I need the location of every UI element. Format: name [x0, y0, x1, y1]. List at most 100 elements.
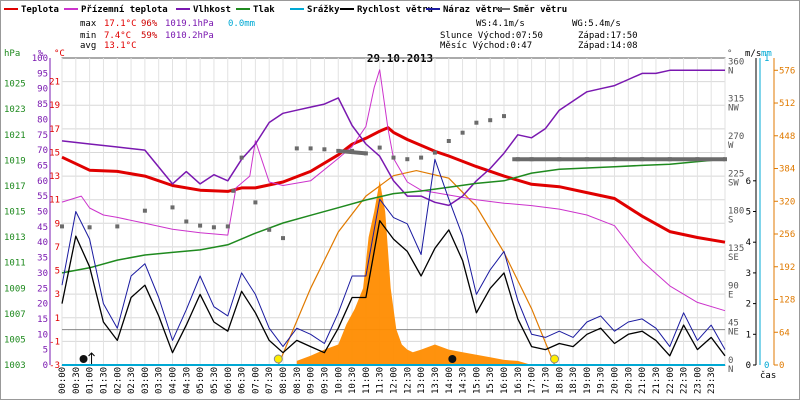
rain-tick: 0 [764, 361, 769, 371]
wind-direction-point [294, 146, 299, 151]
wind-tick: 5 [746, 208, 751, 218]
stats-avg-temp: 13.1°C [104, 41, 137, 51]
axes: hPa1003100510071009101110131015101710191… [4, 49, 795, 375]
pressure-tick: 1013 [4, 233, 26, 243]
temperature-tick: 19 [49, 101, 60, 111]
solar-tick: 320 [779, 197, 795, 207]
wind-direction-point [391, 155, 396, 160]
rain-unit: mm [761, 49, 772, 59]
x-tick-label: 13:00 [417, 367, 427, 394]
pressure-tick: 1003 [4, 361, 26, 371]
temperature-tick: 21 [49, 78, 60, 88]
pressure-tick: 1015 [4, 208, 26, 218]
x-tick-label: 20:30 [624, 367, 634, 394]
legend-label: Vlhkost [193, 5, 231, 15]
wind-direction-point [377, 145, 382, 150]
x-tick-label: 07:30 [265, 367, 275, 394]
x-tick-label: 20:00 [611, 367, 621, 394]
x-tick-label: 22:30 [680, 367, 690, 394]
series-n-raz-v-tru-line [61, 158, 726, 350]
x-tick-label: 01:00 [86, 367, 96, 394]
x-tick-label: 12:00 [390, 367, 400, 394]
legend-label: Náraz větru [443, 4, 503, 15]
humidity-tick: 30 [37, 269, 48, 279]
x-tick-label: 08:00 [279, 367, 289, 394]
direction-tick-label: W [728, 141, 734, 151]
wind-direction-point [87, 225, 92, 230]
x-tick-label: 10:30 [348, 367, 358, 394]
legend: Teplota Přízemní teplota Vlhkost Tlak Srážky… [4, 4, 567, 15]
solar-tick: 512 [779, 99, 795, 109]
wind-direction-segment [338, 148, 367, 156]
wind-direction-point [267, 227, 272, 232]
x-tick-label: 21:00 [638, 367, 648, 394]
temperature-tick: 7 [55, 243, 60, 253]
wind-direction-point [488, 118, 493, 123]
wind-tick: 3 [746, 269, 751, 279]
humidity-tick: 80 [37, 115, 48, 125]
info-wind-gust: WG:5.4m/s [572, 19, 621, 29]
x-tick-label: 18:00 [555, 367, 565, 394]
stats-min-temp: 7.4°C [104, 31, 131, 41]
temperature-tick: 17 [49, 125, 60, 135]
pressure-tick: 1005 [4, 335, 26, 345]
stats-min-hum: 59% [141, 31, 158, 41]
solar-tick: 64 [779, 328, 790, 338]
x-tick-label: 19:00 [583, 367, 593, 394]
solar-layer [277, 169, 556, 366]
humidity-tick: 50 [37, 208, 48, 218]
x-tick-label: 06:00 [224, 367, 234, 394]
humidity-tick: 5 [43, 346, 48, 356]
x-tick-label: 22:00 [666, 367, 676, 394]
legend-label: Rychlost větru [357, 4, 433, 15]
temperature-tick: 13 [49, 172, 60, 182]
x-tick-label: 07:00 [251, 367, 261, 394]
direction-tick: 315 [728, 95, 744, 105]
solar-tick: 448 [779, 132, 795, 142]
temperature-tick: 3 [55, 290, 60, 300]
solar-tick: 576 [779, 66, 795, 76]
wind-direction-point [198, 223, 203, 228]
wind-direction-point [211, 225, 216, 230]
series-p-zemn-teplota-line [61, 69, 726, 312]
moonset-icon [448, 355, 457, 363]
x-tick-label: 13:30 [431, 367, 441, 394]
series-rychlost-v-tru-line [61, 220, 726, 357]
wind-tick: 0 [746, 361, 751, 371]
x-tick-label: 19:30 [597, 367, 607, 394]
x-tick-label: 09:30 [320, 367, 330, 394]
direction-tick-label: SW [728, 178, 739, 188]
wind-direction-point [239, 155, 244, 160]
wind-direction-point [115, 224, 120, 229]
x-tick-label: 18:30 [569, 367, 579, 394]
wind-direction-point [225, 224, 230, 229]
x-tick-label: 11:30 [376, 367, 386, 394]
direction-tick: 180 [728, 207, 744, 217]
humidity-tick: 0 [43, 361, 48, 371]
x-tick-label: 21:30 [652, 367, 662, 394]
pressure-tick: 1019 [4, 156, 26, 166]
rain-tick: 1 [764, 54, 769, 64]
x-tick-label: 03:30 [155, 367, 165, 394]
direction-tick-label: NW [728, 104, 739, 114]
humidity-tick: 20 [37, 300, 48, 310]
wind-direction-point [60, 224, 64, 229]
temperature-tick: 9 [55, 219, 60, 229]
direction-tick: 135 [728, 244, 744, 254]
wind-direction-point [363, 151, 368, 156]
sunrise-icon [273, 354, 283, 364]
pressure-tick: 1009 [4, 284, 26, 294]
temperature-tick: -3 [49, 361, 60, 371]
humidity-tick: 90 [37, 85, 48, 95]
stats-max-hum: 96% [141, 19, 158, 29]
solar-tick: 384 [779, 165, 795, 175]
x-tick-label: 05:30 [210, 367, 220, 394]
x-tick-label: 15:30 [486, 367, 496, 394]
humidity-tick: 25 [37, 284, 48, 294]
temperature-tick: 11 [49, 196, 60, 206]
x-tick-label: 03:00 [141, 367, 151, 394]
x-tick-label: 11:00 [362, 367, 372, 394]
wind-direction-point [446, 139, 451, 143]
x-tick-label: 04:30 [182, 367, 192, 394]
stats-max-press: 1019.1hPa [165, 19, 214, 29]
